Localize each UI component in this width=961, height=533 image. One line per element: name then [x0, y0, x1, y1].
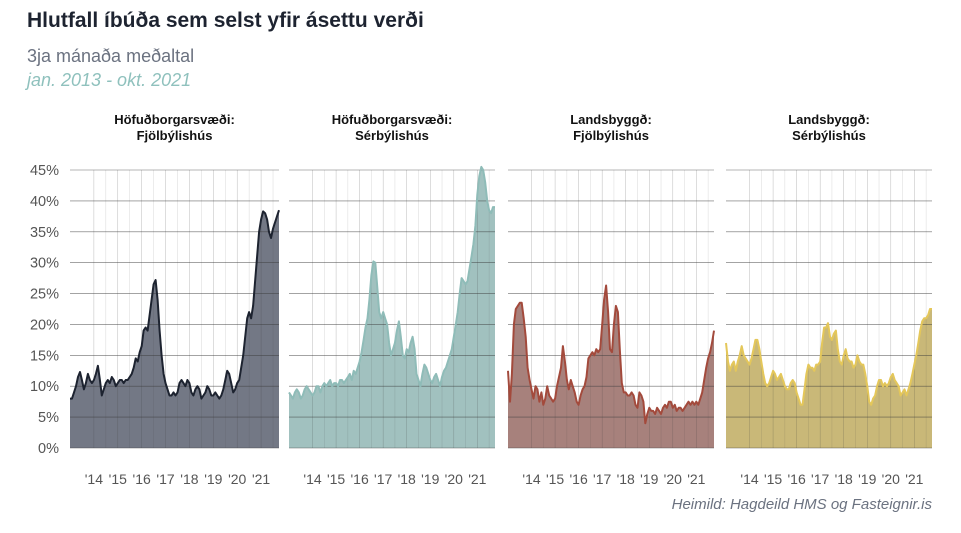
x-tick-label: '21: [905, 471, 923, 487]
panel-1: Höfuðborgarsvæði:Fjölbýlishús '14 '15 '16 '1…: [70, 112, 280, 487]
x-tick-label: '14: [522, 471, 540, 487]
x-tick-label: '14: [85, 471, 103, 487]
panel-title-line1: Landsbyggð:: [788, 112, 870, 127]
x-tick-label: '17: [374, 471, 392, 487]
chart-title: Hlutfall íbúða sem selst yfir ásettu ver…: [27, 9, 424, 32]
x-tick-label: '18: [617, 471, 635, 487]
y-tick-label: 40%: [30, 194, 59, 210]
panel-title-line2: Fjölbýlishús: [137, 128, 213, 143]
x-tick-label: '18: [398, 471, 416, 487]
x-tick-label: '20: [228, 471, 246, 487]
x-tick-label: '21: [687, 471, 705, 487]
x-tick-label: '21: [252, 471, 270, 487]
y-tick-label: 25%: [30, 287, 59, 303]
x-tick-label: '15: [546, 471, 564, 487]
x-tick-label: '19: [858, 471, 876, 487]
x-tick-label: '17: [593, 471, 611, 487]
series-area: [508, 285, 714, 448]
x-tick-label: '21: [468, 471, 486, 487]
x-tick-label: '14: [303, 471, 321, 487]
x-tick-label: '16: [133, 471, 151, 487]
chart-period: jan. 2013 - okt. 2021: [27, 70, 192, 90]
x-tick-label: '19: [204, 471, 222, 487]
x-tick-label: '20: [445, 471, 463, 487]
y-tick-label: 0%: [38, 441, 59, 457]
x-tick-label: '19: [640, 471, 658, 487]
y-tick-label: 20%: [30, 317, 59, 333]
series-area: [726, 309, 932, 448]
panel-title-line2: Fjölbýlishús: [573, 128, 649, 143]
y-tick-label: 30%: [30, 256, 59, 272]
x-tick-label: '16: [788, 471, 806, 487]
y-tick-label: 5%: [38, 410, 59, 426]
x-tick-label: '15: [327, 471, 345, 487]
series-line: [70, 209, 280, 400]
y-tick-label: 10%: [30, 379, 59, 395]
x-tick-label: '19: [421, 471, 439, 487]
series-line: [288, 165, 495, 400]
x-tick-label: '16: [351, 471, 369, 487]
chart-source: Heimild: Hagdeild HMS og Fasteignir.is: [671, 496, 932, 513]
panel-4: Landsbyggð:Sérbýlishús '14 '15 '16 '17 '18 '19…: [725, 112, 932, 487]
x-tick-label: '20: [664, 471, 682, 487]
x-tick-label: '14: [740, 471, 758, 487]
y-tick-label: 35%: [30, 225, 59, 241]
x-tick-label: '17: [811, 471, 829, 487]
panel-title-line1: Höfuðborgarsvæði:: [114, 112, 235, 127]
x-tick-label: '20: [882, 471, 900, 487]
series-area: [70, 210, 279, 448]
panel-title-line2: Sérbýlishús: [792, 128, 866, 143]
x-tick-label: '15: [109, 471, 127, 487]
series-area: [289, 166, 495, 448]
panel-2: Höfuðborgarsvæði:Sérbýlishús '14 '15 '16 '17…: [288, 112, 495, 487]
y-tick-label: 45%: [30, 163, 59, 179]
x-tick-label: '17: [156, 471, 174, 487]
y-tick-label: 15%: [30, 348, 59, 364]
x-tick-label: '18: [180, 471, 198, 487]
x-tick-label: '16: [570, 471, 588, 487]
panel-title-line1: Landsbyggð:: [570, 112, 652, 127]
panel-title-line1: Höfuðborgarsvæði:: [332, 112, 453, 127]
x-tick-label: '15: [764, 471, 782, 487]
chart-subtitle: 3ja mánaða meðaltal: [27, 46, 195, 66]
series-line: [507, 284, 715, 425]
panel-title-line2: Sérbýlishús: [355, 128, 429, 143]
series-line: [725, 308, 932, 406]
x-tick-label: '18: [835, 471, 853, 487]
panel-3: Landsbyggð:Fjölbýlishús '14 '15 '16 '17 '18 '1…: [507, 112, 715, 487]
